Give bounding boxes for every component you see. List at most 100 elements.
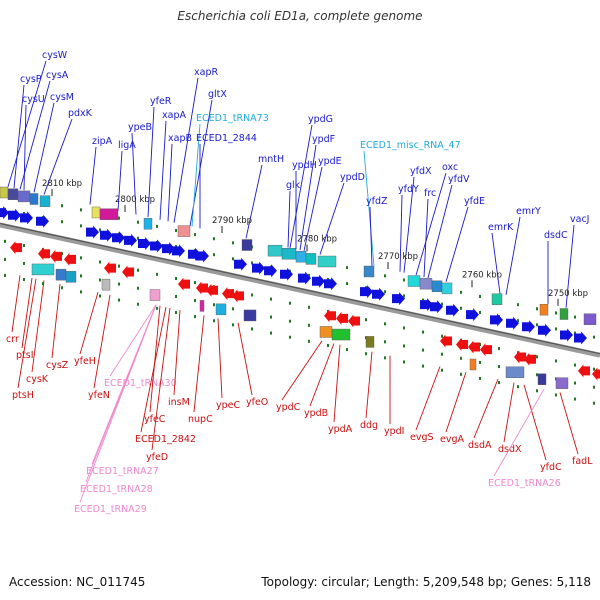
tick-mark <box>536 323 538 327</box>
tick-mark <box>118 298 120 302</box>
gene-leader-line <box>217 318 223 399</box>
map-title: Escherichia coli ED1a, complete genome <box>177 9 423 23</box>
forward-gene-arrow <box>196 249 209 263</box>
gene-label-vacJ: vacJ <box>570 214 589 225</box>
gene-label-ypdI: ypdI <box>384 426 404 437</box>
gene-label-ligA: ligA <box>118 140 136 151</box>
forward-gene-arrow <box>560 328 573 342</box>
gene-leader-line <box>363 150 375 267</box>
gene-label-cysM: cysM <box>50 92 74 103</box>
gene-leader-line <box>17 278 37 389</box>
reverse-gene-arrow <box>324 309 336 323</box>
tick-mark <box>403 344 405 348</box>
tick-mark <box>441 352 443 356</box>
tick-mark <box>346 348 348 352</box>
tick-mark <box>365 352 367 356</box>
tick-mark <box>194 315 196 319</box>
tick-mark <box>118 282 120 286</box>
tick-mark <box>593 367 595 371</box>
gene-label-xapB: xapB <box>168 133 192 144</box>
tick-mark <box>574 397 576 401</box>
tick-mark <box>213 253 215 257</box>
tick-mark <box>574 331 576 335</box>
gene-leader-line <box>473 378 499 439</box>
forward-gene-arrow <box>312 274 325 288</box>
gene-label-yfeN: yfeN <box>88 390 110 401</box>
tick-mark <box>156 272 158 276</box>
tick-mark <box>555 311 557 315</box>
gene-leader-line <box>43 118 73 195</box>
feature-box <box>407 275 421 287</box>
gene-label-cysP: cysP <box>20 74 42 85</box>
gene-label-ECED1_tRNA30: ECED1_tRNA30 <box>104 378 177 389</box>
feature-box <box>101 278 111 291</box>
gene-label-glk: glk <box>286 180 301 191</box>
tick-mark <box>422 298 424 302</box>
feature-box <box>199 300 205 312</box>
tick-mark <box>99 294 101 298</box>
tick-mark <box>403 360 405 364</box>
reverse-gene-arrow <box>592 367 600 381</box>
tick-mark <box>384 290 386 294</box>
forward-gene-arrow <box>112 231 125 245</box>
tick-mark <box>498 365 500 369</box>
gene-label-ECED1_2842: ECED1_2842 <box>135 434 196 445</box>
gene-leader-line <box>399 194 403 272</box>
gene-leader-line <box>31 280 45 373</box>
gene-label-gltX: gltX <box>208 89 227 100</box>
gene-leader-line <box>523 384 547 461</box>
tick-mark <box>593 401 595 405</box>
gene-leader-line <box>493 388 545 477</box>
tick-mark <box>422 364 424 368</box>
gene-label-ypdG: ypdG <box>308 114 333 125</box>
tick-mark <box>137 268 139 272</box>
reverse-gene-arrow <box>10 241 22 255</box>
tick-mark <box>574 363 576 367</box>
gene-label-yfdC: yfdC <box>540 462 562 473</box>
gene-label-fadL: fadL <box>572 456 593 467</box>
backbone-shadow <box>0 222 600 358</box>
gene-label-cysA: cysA <box>46 70 69 81</box>
gene-label-crr: crr <box>6 334 19 345</box>
forward-gene-arrow <box>0 206 9 220</box>
gene-leader-line <box>245 164 263 239</box>
tick-mark <box>175 276 177 280</box>
gene-label-cysU: cysU <box>22 94 45 105</box>
gene-leader-line <box>23 104 27 191</box>
tick-mark <box>498 347 500 351</box>
forward-gene-arrow <box>298 271 311 285</box>
gene-leader-line <box>445 371 467 433</box>
tick-mark <box>175 294 177 298</box>
scale-label: 2760 kbp <box>462 270 502 280</box>
tick-mark <box>536 307 538 311</box>
feature-box <box>317 255 337 268</box>
forward-gene-arrow <box>420 298 433 312</box>
tick-mark <box>270 315 272 319</box>
reverse-gene-arrow <box>104 261 116 275</box>
tick-mark <box>4 257 6 261</box>
forward-gene-arrow <box>100 228 113 242</box>
feature-box <box>419 277 433 290</box>
gene-leader-line <box>309 343 335 407</box>
tick-mark <box>460 290 462 294</box>
reverse-gene-arrow <box>206 283 218 297</box>
feature-box <box>243 309 257 322</box>
tick-mark <box>593 385 595 389</box>
forward-gene-arrow <box>8 208 21 222</box>
tick-mark <box>23 261 25 265</box>
gene-leader-line <box>503 382 515 443</box>
tick-mark <box>555 393 557 397</box>
tick-mark <box>213 303 215 307</box>
forward-gene-arrow <box>252 261 265 275</box>
feature-box <box>241 239 253 251</box>
gene-label-ECED1_2844: ECED1_2844 <box>196 133 257 144</box>
accession-text: Accession: NC_011745 <box>9 575 146 589</box>
gene-label-ECED1_misc_RNA_47: ECED1_misc_RNA_47 <box>360 140 461 151</box>
reverse-gene-arrow <box>348 314 360 328</box>
gene-label-ECED1_tRNA26: ECED1_tRNA26 <box>488 478 561 489</box>
forward-gene-arrow <box>430 300 443 314</box>
feature-box <box>17 190 31 203</box>
tick-mark <box>517 303 519 307</box>
forward-gene-arrow <box>360 285 373 299</box>
